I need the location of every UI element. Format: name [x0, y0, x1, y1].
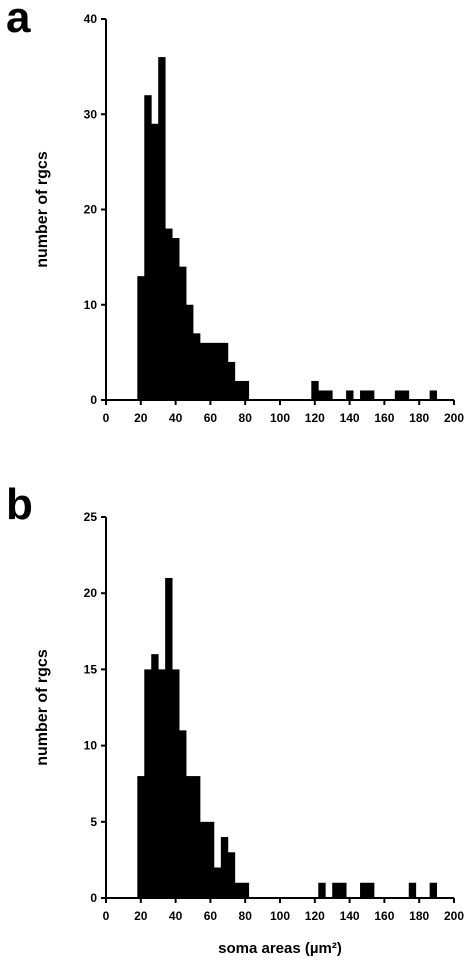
x-tick-label: 20: [134, 411, 148, 425]
histogram-bar: [346, 390, 354, 400]
histogram-bar: [360, 882, 368, 898]
y-tick-label: 10: [84, 739, 98, 753]
histogram-bar: [241, 380, 250, 400]
histogram-bar: [193, 333, 201, 400]
x-tick-label: 180: [409, 411, 429, 425]
x-tick-label: 200: [444, 411, 464, 425]
histogram-bar: [394, 390, 403, 400]
histogram-bar: [234, 882, 243, 898]
histogram-bar: [367, 882, 375, 898]
histogram-bar: [186, 776, 194, 898]
histogram-bar: [401, 390, 410, 400]
histogram-bar: [325, 390, 333, 400]
x-tick-label: 60: [204, 411, 218, 425]
histogram-bar: [172, 238, 180, 400]
histogram-bar: [151, 123, 159, 401]
x-tick-label: 0: [103, 909, 110, 923]
x-tick-label: 160: [374, 411, 394, 425]
x-tick-label: 60: [204, 909, 218, 923]
histogram-bar: [199, 342, 208, 400]
y-tick-label: 0: [90, 891, 97, 905]
histogram-bar: [429, 882, 437, 898]
histogram-bar: [179, 266, 187, 400]
histogram-bar: [227, 361, 236, 400]
x-tick-label: 140: [340, 411, 360, 425]
x-tick-label: 140: [340, 909, 360, 923]
y-tick-label: 25: [84, 510, 98, 524]
y-tick-label: 20: [84, 586, 98, 600]
histogram-bar: [165, 228, 173, 400]
histogram-bar: [220, 342, 229, 400]
x-tick-label: 180: [409, 909, 429, 923]
x-tick-label: 80: [239, 411, 253, 425]
x-axis-label: soma areas (µm²): [218, 940, 342, 957]
histogram-bar: [367, 390, 375, 400]
y-tick-label: 15: [84, 662, 98, 676]
histogram-bar: [360, 390, 368, 400]
x-tick-label: 120: [305, 411, 325, 425]
histogram-bar: [234, 380, 243, 400]
histogram-bar: [241, 882, 250, 898]
y-tick-label: 0: [90, 393, 97, 407]
histogram-bar: [206, 342, 215, 400]
histogram-bar: [165, 577, 173, 898]
histogram-bar: [429, 390, 437, 400]
x-tick-label: 100: [270, 411, 290, 425]
histogram-bar: [193, 776, 201, 898]
y-tick-label: 5: [90, 815, 97, 829]
histogram-bar: [151, 654, 159, 898]
histogram-bar: [318, 882, 326, 898]
y-axis-label: number of rgcs: [34, 649, 51, 766]
histogram-bar: [227, 852, 236, 898]
histogram-bar: [408, 882, 417, 898]
histogram-bar: [220, 837, 229, 898]
histogram-bar: [332, 882, 340, 898]
y-tick-label: 10: [84, 298, 98, 312]
histogram-a: 0 10 20 30 40 0 20 40 60 80 100 120 140 160 180 200 numb…: [34, 12, 464, 425]
histogram-bar: [158, 57, 166, 400]
histogram-bar: [213, 867, 222, 898]
x-tick-label: 200: [444, 909, 464, 923]
x-tick-label: 160: [374, 909, 394, 923]
histogram-bar: [172, 669, 180, 898]
histogram-panel-b: b 0 5 10 15 20 25 0 20 40 60 80 100 120 140 160 180 200 n…: [0, 483, 468, 974]
x-tick-label: 40: [169, 411, 183, 425]
histogram-bar: [339, 882, 347, 898]
x-tick-label: 80: [239, 909, 253, 923]
histogram-bar: [318, 390, 326, 400]
x-tick-label: 40: [169, 909, 183, 923]
x-tick-label: 120: [305, 909, 325, 923]
x-tick-label: 20: [134, 909, 148, 923]
y-tick-label: 30: [84, 107, 98, 121]
panel-label-a: a: [6, 0, 31, 42]
histogram-bar: [311, 380, 319, 400]
histogram-bar: [186, 304, 194, 400]
y-tick-label: 40: [84, 12, 98, 26]
histogram-bar: [179, 730, 187, 898]
x-tick-label: 0: [103, 411, 110, 425]
histogram-panel-a: a 0 10 20 30 40 0 20 40 60 80 100 120 140 160 180 200 nu…: [6, 0, 464, 425]
y-axis-label: number of rgcs: [34, 151, 51, 268]
histogram-bar: [199, 821, 208, 898]
histogram-bar: [137, 276, 145, 400]
y-tick-label: 20: [84, 203, 98, 217]
x-tick-label: 100: [270, 909, 290, 923]
histogram-bar: [213, 342, 222, 400]
histogram-bar: [144, 95, 152, 400]
histogram-b: 0 5 10 15 20 25 0 20 40 60 80 100 120 140 160 180 200 num…: [34, 510, 464, 957]
histogram-bar: [158, 669, 166, 898]
histogram-bar: [144, 669, 152, 898]
histogram-bar: [137, 776, 145, 898]
histogram-bar: [206, 821, 215, 898]
panel-label-b: b: [6, 480, 33, 529]
